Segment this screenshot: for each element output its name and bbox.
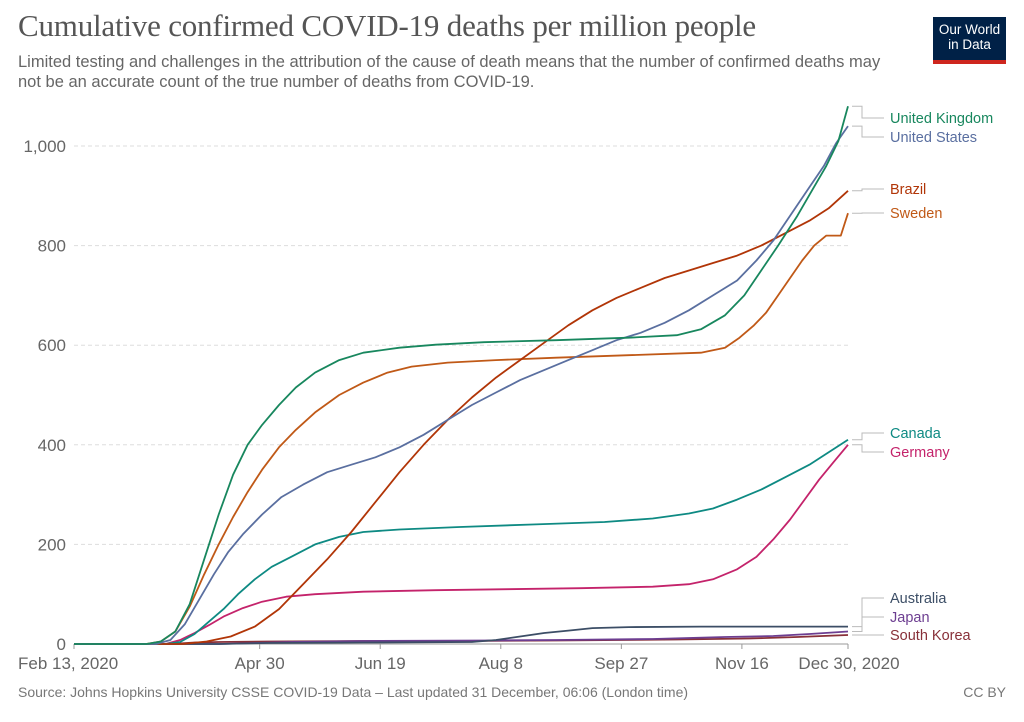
legend-connector [852, 188, 884, 192]
legend-connector [852, 432, 884, 441]
legend-connector [852, 616, 884, 632]
legend-label-germany[interactable]: Germany [890, 445, 950, 461]
legend-label-united-kingdom[interactable]: United Kingdom [890, 111, 993, 127]
legend-connector [852, 125, 884, 138]
chart-title: Cumulative confirmed COVID-19 deaths per… [18, 8, 756, 43]
series-lines [74, 105, 849, 645]
x-tick-label: Nov 16 [715, 654, 769, 673]
x-tick-label: Apr 30 [235, 654, 285, 673]
series-line-germany[interactable] [74, 444, 849, 645]
x-tick-label: Jun 19 [355, 654, 406, 673]
legend-connector [852, 105, 884, 119]
x-tick-label: Dec 30, 2020 [798, 654, 899, 673]
series-line-brazil[interactable] [74, 190, 849, 645]
y-tick-label: 200 [38, 535, 66, 554]
gridlines [74, 145, 848, 545]
legend-label-sweden[interactable]: Sweden [890, 206, 942, 222]
y-tick-label: 800 [38, 237, 66, 256]
logo-line-1: Our World [938, 22, 1001, 37]
legend: United Kingdom United States Brazil Sweden C… [852, 105, 993, 644]
legend-label-united-states[interactable]: United States [890, 130, 977, 146]
x-tick-label: Feb 13, 2020 [18, 654, 118, 673]
legend-connector [852, 597, 884, 628]
y-axis-ticks: 0 200 400 600 800 1,000 [23, 137, 66, 654]
y-tick-label: 600 [38, 336, 66, 355]
legend-label-australia[interactable]: Australia [890, 591, 947, 607]
logo-accent-bar [933, 60, 1006, 64]
chart-subtitle: Limited testing and challenges in the at… [18, 53, 881, 91]
legend-label-japan[interactable]: Japan [890, 610, 930, 626]
x-tick-label: Aug 8 [479, 654, 523, 673]
y-tick-label: 0 [57, 635, 66, 654]
legend-label-brazil[interactable]: Brazil [890, 182, 926, 198]
y-tick-label: 400 [38, 436, 66, 455]
series-line-sweden[interactable] [74, 212, 849, 645]
owid-logo[interactable]: Our World in Data [933, 17, 1006, 64]
series-line-united-kingdom[interactable] [74, 105, 849, 645]
x-axis: Feb 13, 2020 Apr 30 Jun 19 Aug 8 Sep 27 Nov 1… [18, 643, 900, 673]
series-line-united-states[interactable] [74, 125, 849, 645]
logo-line-2: in Data [948, 37, 991, 52]
legend-connector [852, 444, 884, 453]
legend-label-south-korea[interactable]: South Korea [890, 628, 972, 644]
y-tick-label: 1,000 [23, 137, 66, 156]
legend-label-canada[interactable]: Canada [890, 426, 942, 442]
x-tick-label: Sep 27 [594, 654, 648, 673]
source-note[interactable]: Source: Johns Hopkins University CSSE CO… [18, 684, 689, 700]
series-line-australia[interactable] [74, 625, 848, 645]
series-line-canada[interactable] [74, 439, 849, 645]
license-link[interactable]: CC BY [963, 684, 1006, 700]
